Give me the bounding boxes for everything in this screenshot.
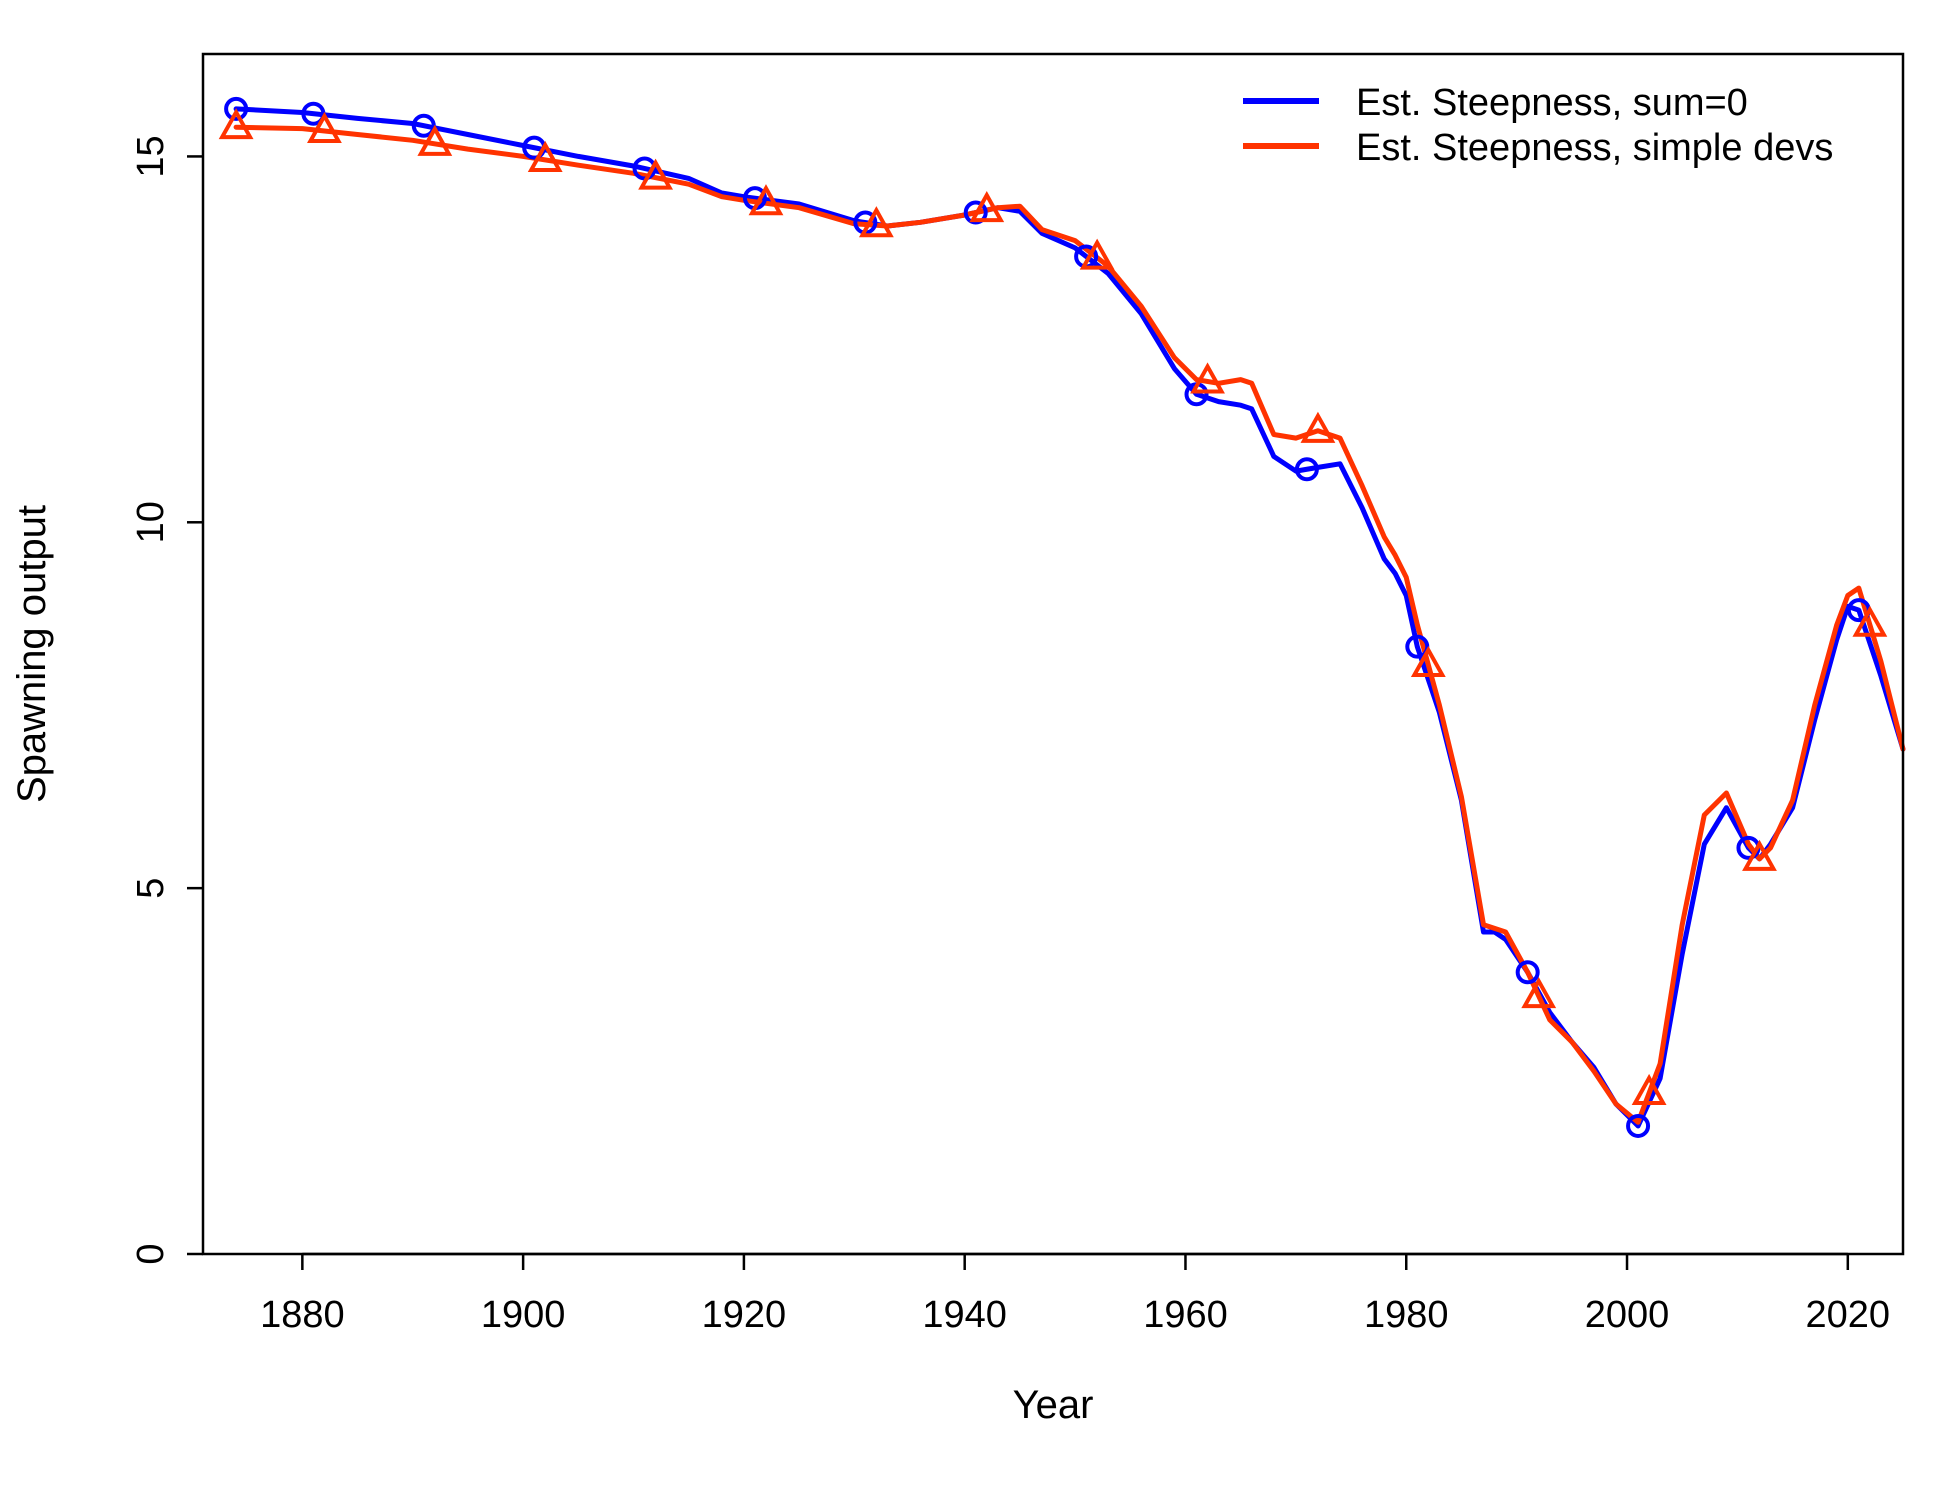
x-tick-label: 1980 bbox=[1364, 1294, 1449, 1336]
series-marker-circle bbox=[1294, 457, 1319, 482]
y-axis-title: Spawning output bbox=[10, 505, 54, 803]
y-tick-label: 5 bbox=[130, 878, 172, 899]
x-tick-label: 1900 bbox=[481, 1294, 566, 1336]
x-tick-label: 2020 bbox=[1806, 1294, 1891, 1336]
series-marker-triangle bbox=[969, 191, 1005, 223]
legend: Est. Steepness, sum=0 Est. Steepness, si… bbox=[1243, 82, 1833, 169]
series-marker-circle bbox=[1515, 960, 1540, 985]
series-marker-triangle bbox=[307, 111, 342, 143]
x-axis: 1880 1900 1920 1940 1960 1980 2000 2020 bbox=[260, 1252, 1891, 1336]
series-line-1 bbox=[233, 124, 1906, 1125]
x-tick-label: 1940 bbox=[922, 1294, 1007, 1336]
series-marker-triangle bbox=[1079, 238, 1115, 270]
series-marker-circle bbox=[1405, 634, 1430, 659]
series-marker-triangle bbox=[858, 206, 894, 238]
series-marker-circle bbox=[224, 96, 249, 121]
y-tick-label: 15 bbox=[130, 135, 172, 177]
series-marker-triangle bbox=[1410, 645, 1446, 677]
series-marker-triangle bbox=[1631, 1073, 1667, 1106]
series-marker-circle bbox=[963, 200, 988, 225]
x-tick-label: 1920 bbox=[702, 1294, 787, 1336]
x-tick-label: 1960 bbox=[1143, 1294, 1228, 1336]
legend-label-simple-devs: Est. Steepness, simple devs bbox=[1356, 127, 1833, 169]
marker-layer bbox=[218, 96, 1888, 1138]
series-marker-triangle bbox=[1300, 411, 1336, 443]
y-tick-label: 0 bbox=[130, 1243, 172, 1264]
series-marker-triangle bbox=[1742, 839, 1777, 871]
series-line-0 bbox=[233, 106, 1906, 1129]
series-marker-triangle bbox=[1521, 976, 1557, 1009]
series-marker-circle bbox=[1626, 1113, 1651, 1138]
legend-label-sum0: Est. Steepness, sum=0 bbox=[1356, 82, 1748, 124]
series-marker-triangle bbox=[748, 184, 784, 216]
series-marker-triangle bbox=[417, 124, 453, 156]
series-marker-circle bbox=[411, 113, 436, 138]
series-marker-triangle bbox=[218, 108, 254, 140]
series-marker-triangle bbox=[1190, 362, 1225, 394]
x-axis-title: Year bbox=[1013, 1383, 1094, 1427]
y-tick-label: 10 bbox=[130, 501, 172, 543]
series-marker-triangle bbox=[1852, 605, 1888, 637]
y-axis: 0 5 10 15 bbox=[130, 135, 203, 1265]
x-tick-label: 2000 bbox=[1585, 1294, 1670, 1336]
series-marker-triangle bbox=[638, 158, 674, 190]
series-marker-triangle bbox=[527, 140, 563, 172]
series-marker-circle bbox=[301, 101, 326, 126]
series-layer bbox=[233, 106, 1906, 1129]
x-tick-label: 1880 bbox=[260, 1294, 345, 1336]
